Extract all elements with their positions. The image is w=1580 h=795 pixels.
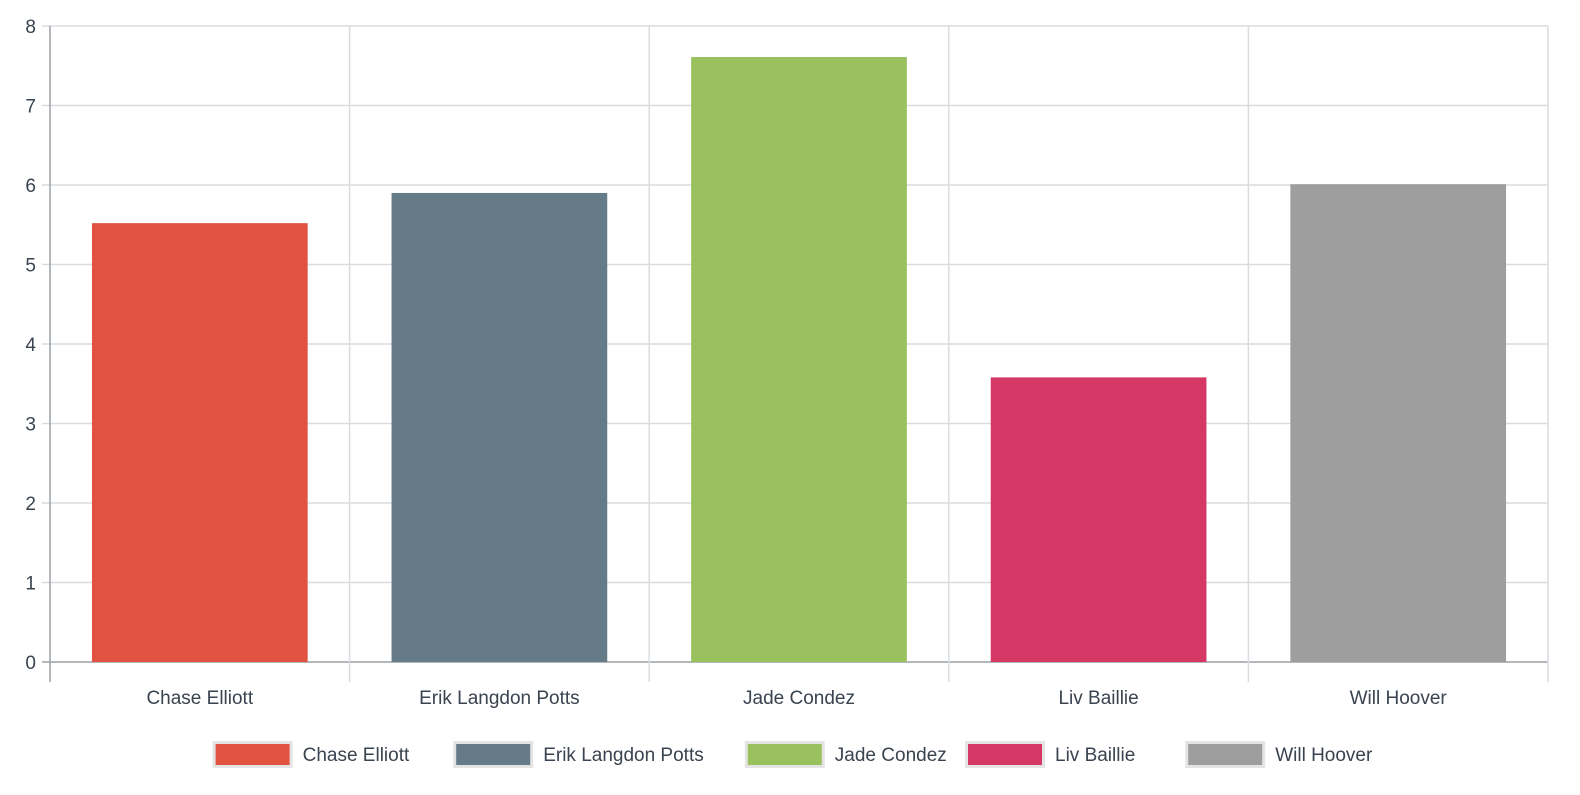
legend-swatch <box>747 744 822 765</box>
x-tick-label: Chase Elliott <box>146 688 253 709</box>
y-tick-label: 0 <box>25 653 36 674</box>
x-tick-label: Will Hoover <box>1350 688 1448 709</box>
y-tick-label: 5 <box>25 256 36 277</box>
x-tick-label: Jade Condez <box>743 688 855 709</box>
y-tick-label: 6 <box>25 176 36 197</box>
y-tick-label: 1 <box>25 574 36 595</box>
x-tick-label: Erik Langdon Potts <box>419 688 580 709</box>
bar-jade-condez <box>691 57 907 662</box>
bar-chase-elliott <box>91 223 308 662</box>
legend-swatch <box>968 744 1042 765</box>
y-tick-label: 7 <box>25 97 36 118</box>
legend-swatch <box>215 744 290 765</box>
bar-liv-baillie <box>990 377 1207 662</box>
legend-label: Jade Condez <box>835 745 947 766</box>
x-tick-label: Liv Baillie <box>1058 688 1138 709</box>
y-tick-label: 8 <box>25 17 36 38</box>
legend-swatch <box>456 744 531 765</box>
legend-label: Erik Langdon Potts <box>543 745 704 766</box>
legend-label: Will Hoover <box>1275 745 1373 766</box>
legend-swatch <box>1188 744 1263 765</box>
y-tick-label: 3 <box>25 415 36 436</box>
bar-erik-langdon-potts <box>391 192 608 662</box>
legend-label: Chase Elliott <box>303 745 410 766</box>
y-tick-label: 4 <box>25 335 36 356</box>
y-tick-label: 2 <box>25 494 36 515</box>
bar-will-hoover <box>1290 184 1507 662</box>
legend-label: Liv Baillie <box>1055 745 1135 766</box>
